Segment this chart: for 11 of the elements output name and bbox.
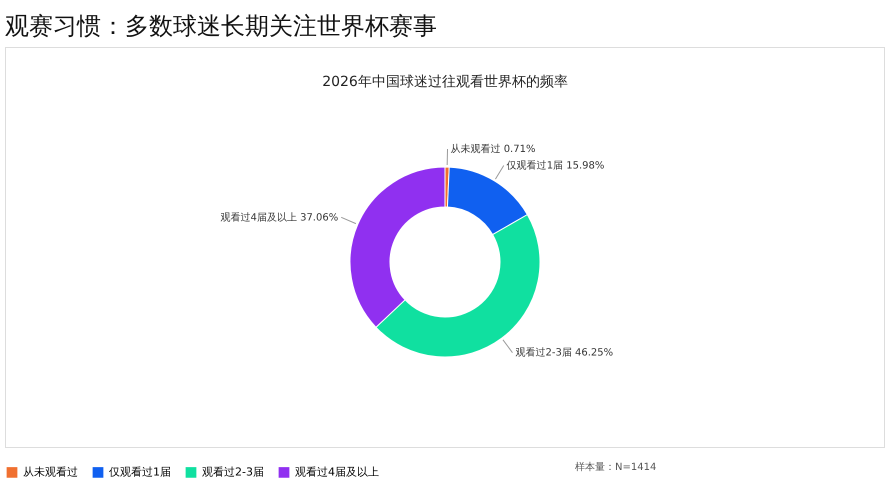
legend-label: 观看过2-3届 [202,465,264,478]
data-label: 观看过4届及以上 37.06% [220,211,338,224]
text: 样本量：N=1414 [575,461,656,473]
legend-label: 观看过4届及以上 [295,465,379,478]
data-label: 观看过2-3届 46.25% [515,346,614,359]
chart-subtitle: 2026年中国球迷过往观看世界杯的频率 [322,74,568,90]
data-label: 从未观看过 0.71% [450,143,536,156]
data-label: 仅观看过1届 15.98% [506,159,604,172]
legend-label: 从未观看过 [23,465,78,478]
legend-label: 仅观看过1届 [109,465,171,478]
chart-title: 观赛习惯：多数球迷长期关注世界杯赛事 [5,12,437,40]
